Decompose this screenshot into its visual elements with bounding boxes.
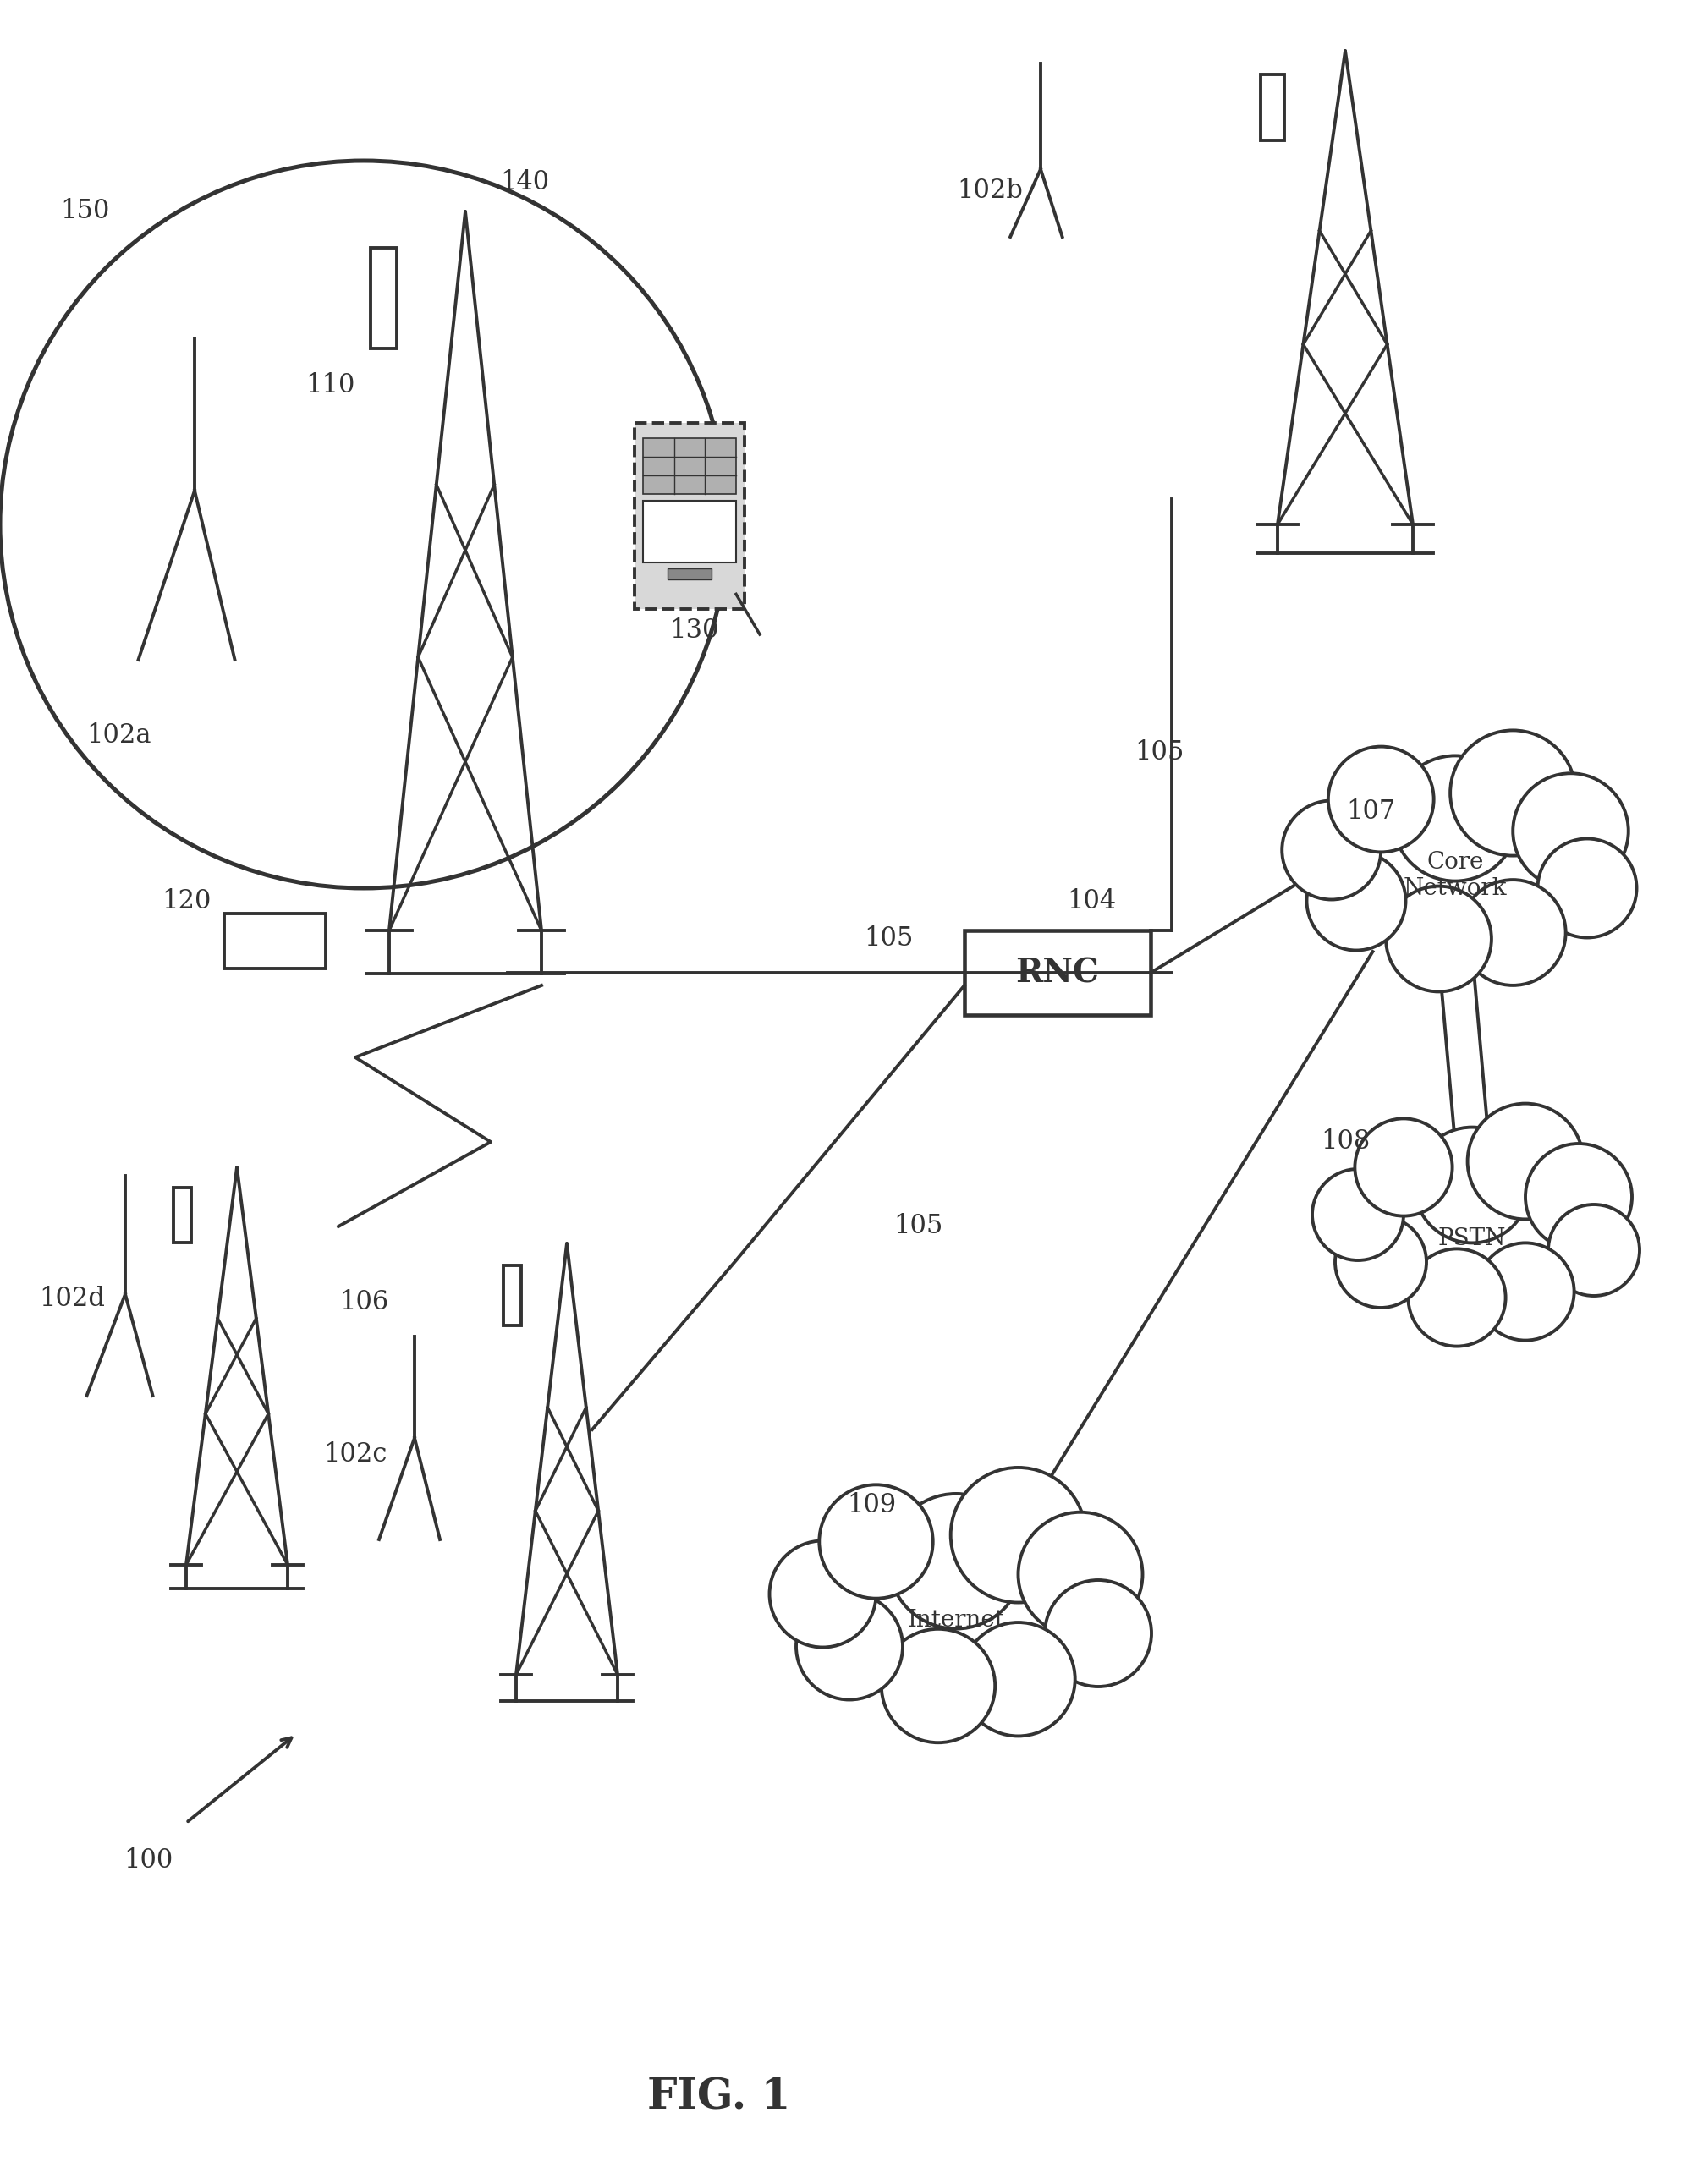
Bar [503, 1265, 521, 1326]
Text: Internet: Internet [907, 1610, 1005, 1631]
Bar [667, 568, 711, 579]
Text: 110: 110 [306, 371, 355, 397]
Circle shape [796, 1592, 903, 1699]
Circle shape [1477, 1243, 1574, 1341]
Bar [1260, 74, 1284, 140]
Text: 150: 150 [59, 199, 109, 225]
Bar [224, 913, 326, 968]
Text: 102a: 102a [87, 723, 151, 749]
Circle shape [1328, 747, 1433, 852]
Text: 104: 104 [1066, 887, 1116, 913]
Circle shape [1525, 1144, 1632, 1249]
Circle shape [818, 1485, 932, 1599]
Circle shape [1538, 839, 1637, 937]
Circle shape [1282, 802, 1380, 900]
Text: 105: 105 [864, 926, 914, 952]
Text: 102d: 102d [39, 1284, 105, 1313]
Circle shape [1335, 1216, 1426, 1308]
Circle shape [1392, 756, 1518, 880]
Circle shape [1549, 1206, 1640, 1295]
Text: 107: 107 [1347, 799, 1396, 826]
Circle shape [881, 1629, 995, 1743]
Text: RNC: RNC [1015, 957, 1099, 989]
Text: 108: 108 [1321, 1129, 1370, 1155]
Text: 130: 130 [669, 618, 718, 644]
Circle shape [1467, 1103, 1583, 1219]
Circle shape [961, 1623, 1075, 1736]
Circle shape [1414, 1127, 1530, 1243]
Text: 106: 106 [340, 1289, 389, 1315]
Text: FIG. 1: FIG. 1 [647, 2077, 791, 2118]
Circle shape [1355, 1118, 1452, 1216]
Circle shape [1044, 1579, 1151, 1686]
Circle shape [1450, 729, 1576, 856]
Circle shape [1019, 1511, 1143, 1636]
Bar [644, 500, 735, 563]
Text: 105: 105 [893, 1214, 942, 1241]
Circle shape [1460, 880, 1566, 985]
Circle shape [1386, 887, 1491, 992]
Bar [370, 247, 397, 347]
Circle shape [1513, 773, 1628, 889]
Bar [964, 930, 1151, 1016]
Bar [644, 437, 735, 494]
Text: 102b: 102b [958, 177, 1022, 203]
Text: Core
Network: Core Network [1403, 852, 1508, 900]
Text: 109: 109 [847, 1492, 897, 1518]
Text: 120: 120 [161, 887, 211, 913]
Text: 102c: 102c [323, 1441, 387, 1468]
Circle shape [1408, 1249, 1506, 1345]
Text: 100: 100 [124, 1848, 173, 1874]
Circle shape [888, 1494, 1024, 1629]
Circle shape [1313, 1168, 1404, 1260]
Bar [173, 1188, 192, 1243]
Text: 105: 105 [1134, 740, 1184, 767]
Text: PSTN: PSTN [1438, 1227, 1506, 1249]
Circle shape [769, 1540, 876, 1647]
Circle shape [1307, 852, 1406, 950]
Text: 140: 140 [499, 168, 548, 194]
Circle shape [951, 1468, 1085, 1603]
Bar [635, 424, 744, 609]
